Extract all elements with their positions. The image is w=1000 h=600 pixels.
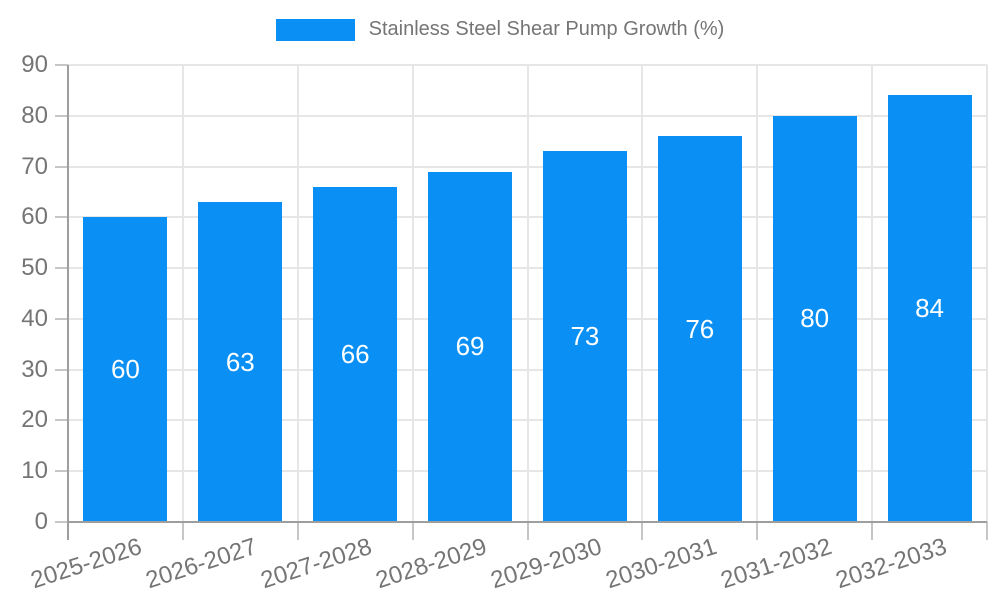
x-tick-mark — [641, 522, 644, 540]
bar[interactable]: 84 — [887, 95, 972, 522]
legend-label: Stainless Steel Shear Pump Growth (%) — [368, 18, 725, 40]
x-gridline — [756, 65, 759, 522]
y-tick-mark — [55, 419, 68, 422]
bar[interactable]: 63 — [198, 202, 283, 522]
y-tick-label: 90 — [21, 51, 48, 78]
y-tick-label: 80 — [21, 101, 48, 129]
bar[interactable]: 76 — [657, 136, 742, 522]
y-tick-label: 20 — [21, 406, 48, 434]
plot-area: 0 10 20 30 40 50 60 70 80 90 60 63 66 69 73 76 80 84 2025-… — [21, 52, 988, 594]
y-tick-mark — [55, 267, 68, 270]
x-gridline — [181, 65, 184, 522]
x-tick-mark — [756, 522, 759, 540]
y-tick-label: 0 — [34, 508, 48, 535]
y-tick-label: 30 — [21, 355, 48, 383]
bar-value-label: 60 — [110, 354, 140, 385]
bar[interactable]: 60 — [83, 217, 168, 522]
y-tick-mark — [55, 317, 68, 320]
x-tick-mark — [871, 522, 874, 540]
x-tick-mark — [296, 522, 299, 540]
x-tick-mark — [411, 522, 414, 540]
bar-value-label: 69 — [455, 331, 485, 362]
legend: Stainless Steel Shear Pump Growth (%) — [0, 18, 1000, 41]
y-tick-mark — [55, 165, 68, 168]
y-tick-label: 70 — [21, 152, 48, 180]
x-gridline — [986, 65, 988, 522]
bar[interactable]: 80 — [772, 115, 857, 522]
x-gridline — [641, 65, 644, 522]
y-tick-label: 50 — [21, 254, 48, 282]
x-gridline — [526, 65, 529, 522]
y-tick-mark — [55, 64, 68, 66]
bar-value-label: 63 — [225, 346, 255, 377]
y-tick-mark — [55, 368, 68, 371]
y-axis-line — [67, 65, 69, 540]
legend-swatch-icon — [275, 18, 355, 41]
y-tick-label: 40 — [21, 304, 48, 332]
x-gridline — [871, 65, 874, 522]
bar[interactable]: 69 — [428, 171, 513, 522]
y-tick-mark — [55, 216, 68, 219]
bar-value-label: 80 — [800, 303, 830, 334]
bar-value-label: 66 — [340, 338, 370, 369]
x-tick-mark — [181, 522, 184, 540]
y-tick-mark — [55, 114, 68, 117]
x-gridline — [296, 65, 299, 522]
bar-value-label: 73 — [570, 321, 600, 352]
y-tick-mark — [55, 521, 68, 523]
bar[interactable]: 66 — [313, 186, 398, 522]
legend-item[interactable]: Stainless Steel Shear Pump Growth (%) — [275, 18, 725, 41]
x-axis-line — [68, 521, 987, 523]
y-tick-label: 10 — [21, 457, 48, 485]
bar[interactable]: 73 — [542, 151, 627, 522]
y-tick-mark — [55, 470, 68, 473]
y-tick-label: 60 — [21, 203, 48, 231]
bar-value-label: 84 — [915, 293, 945, 324]
x-tick-mark — [526, 522, 529, 540]
x-tick-mark — [986, 522, 988, 540]
x-gridline — [411, 65, 414, 522]
bar-value-label: 76 — [685, 313, 715, 344]
